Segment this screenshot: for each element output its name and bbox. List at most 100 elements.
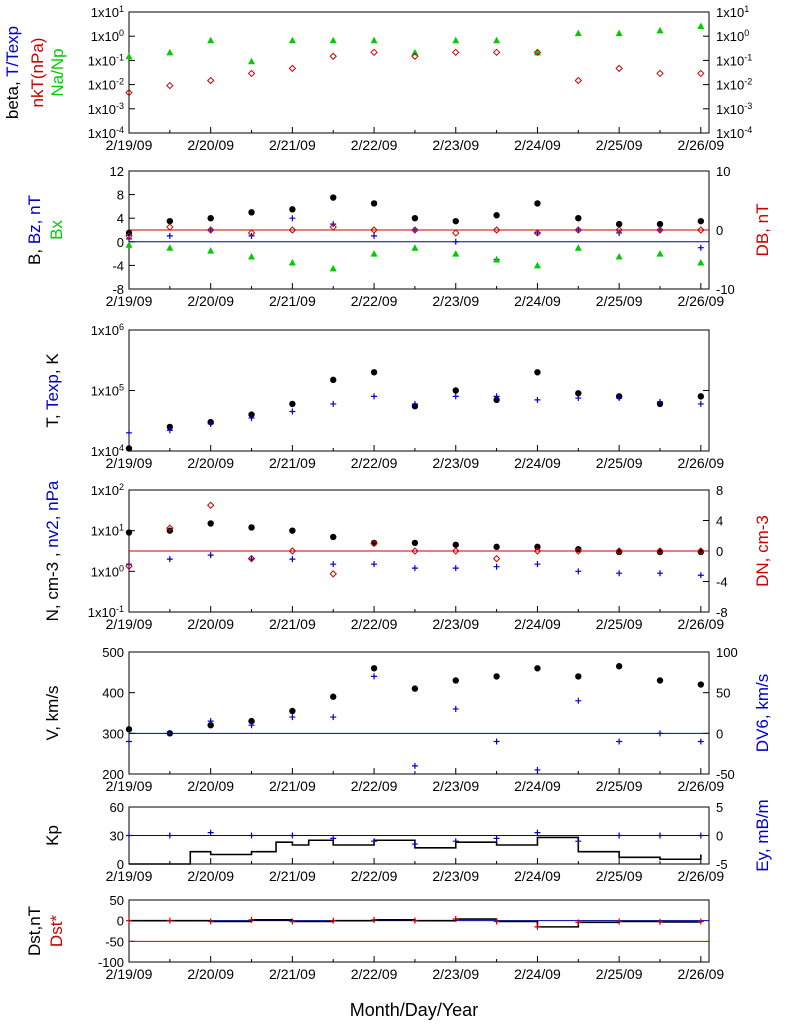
x-tick-label: 2/26/09 [677, 616, 724, 632]
series-3-point [166, 48, 174, 56]
series-3-point [492, 226, 501, 234]
y-axis-label-right-part-0: DB, nT [753, 204, 772, 257]
series-4-point [533, 48, 542, 57]
series-0-point [697, 393, 705, 400]
series-4-point [492, 48, 501, 57]
series-1-point [575, 697, 582, 704]
y-tick-label-left: 1x100 [91, 563, 124, 579]
x-tick-label: 2/24/09 [514, 137, 561, 153]
series-1-point [534, 396, 541, 403]
series-4-point [697, 69, 705, 78]
y-axis-label-right: DV6, km/s [753, 674, 772, 752]
series-1-point [371, 561, 378, 568]
x-tick-label: 2/25/09 [596, 455, 643, 471]
series-1-point [289, 215, 296, 222]
series-2-point [452, 547, 460, 555]
y-tick-label-right: -10 [716, 282, 735, 297]
panel-4: 1x10-1 1x100 1x101 1x102 8 4 0 -4 -8 2/19/09 2/20/… [43, 480, 772, 632]
series-1-point [371, 232, 378, 239]
x-tick-label: 2/21/09 [269, 455, 316, 471]
series-1-point [126, 738, 132, 745]
series-1-point [493, 918, 500, 925]
y-tick-label-right: 0 [716, 726, 723, 741]
series-4-point [411, 52, 419, 60]
series-1-point [126, 429, 132, 436]
series-1-point [575, 395, 582, 402]
series-0-point [330, 693, 337, 700]
y-axis-label-2: Bx [47, 220, 66, 240]
y-tick-label-right: -8 [716, 605, 728, 620]
series-1-point [207, 227, 214, 233]
series-4-point [125, 88, 133, 97]
y-tick-label-right: 0 [716, 544, 723, 559]
x-tick-label: 2/19/09 [106, 868, 153, 884]
x-tick-label: 2/26/09 [677, 455, 724, 471]
y-tick-label-left: 0 [117, 235, 124, 250]
series-3-point [288, 226, 297, 234]
series-0-point [370, 369, 378, 376]
x-tick-label: 2/22/09 [351, 293, 398, 309]
series-1-point [166, 730, 173, 737]
series-0-point [125, 529, 133, 536]
series-0-point [330, 533, 337, 541]
y-axis-label-part-1: Bz, nT [25, 195, 44, 244]
series-1-point [207, 552, 214, 559]
series-1-point [330, 561, 337, 568]
series-1-point [575, 227, 582, 233]
x-tick-label: 2/24/09 [514, 868, 561, 884]
series-3-point [411, 226, 419, 234]
series-1-point [166, 427, 173, 434]
series-1-point [207, 420, 214, 427]
series-2-point [166, 244, 174, 251]
y-tick-label-left: 1x101 [91, 4, 124, 20]
y-axis-label-right: DB, nT [753, 204, 772, 257]
y-tick-label-left: 4 [117, 211, 124, 226]
series-0-point [656, 548, 664, 556]
series-0-point [697, 548, 705, 556]
series-1-point [166, 832, 173, 839]
series-1-point [616, 918, 623, 925]
y-axis-label-right-part-0: DV6, km/s [753, 674, 772, 752]
y-axis-label: Dst,nT [25, 906, 44, 956]
series-1-point [452, 916, 459, 923]
x-tick-label: 2/24/09 [514, 966, 561, 982]
y-tick-label-left: 1x10-3 [88, 101, 124, 117]
series-1-point [371, 838, 378, 845]
series-1-point [452, 838, 459, 845]
series-1-point [575, 919, 582, 926]
y-tick-label-right: 1x10-1 [716, 52, 752, 68]
x-tick-label: 2/23/09 [432, 455, 479, 471]
x-tick-label: 2/24/09 [514, 778, 561, 794]
x-tick-label: 2/26/09 [677, 966, 724, 982]
y-tick-label-right: 100 [716, 645, 738, 660]
series-0-point [248, 209, 255, 216]
series-0-point [207, 722, 214, 729]
y-axis-label: N, cm-3 , nv2, nPa [43, 480, 62, 621]
series-1-point [656, 570, 663, 577]
series-0-point [493, 212, 500, 219]
y-tick-label-right: 1x101 [716, 4, 749, 20]
y-axis-label-part-1: nv2, nPa [43, 480, 62, 548]
y-tick-label-left: 0 [117, 857, 124, 872]
y-tick-label-left: 1x101 [91, 523, 124, 539]
series-2-point [615, 547, 623, 555]
panel-frame [128, 651, 710, 775]
x-tick-label: 2/23/09 [432, 293, 479, 309]
series-2-point [656, 547, 664, 555]
series-1-point [166, 556, 173, 563]
series-1-point [411, 917, 418, 924]
x-tick-label: 2/20/09 [187, 966, 234, 982]
series-1-point [411, 762, 418, 769]
series-3-point [411, 48, 419, 56]
x-tick-label: 2/20/09 [187, 778, 234, 794]
series-1-point [207, 918, 214, 925]
series-0-point [615, 220, 623, 228]
series-0-point [411, 685, 419, 692]
series-0-point [615, 663, 623, 670]
y-axis-label-right: Ey, mB/m [753, 799, 772, 871]
x-tick-label: 2/19/09 [106, 778, 153, 794]
x-tick-label: 2/26/09 [677, 868, 724, 884]
y-tick-label-right: -4 [716, 575, 728, 590]
y-axis-label-part-0: B, [25, 244, 44, 265]
y-axis-label-2: nkT(nPa) [28, 38, 47, 108]
